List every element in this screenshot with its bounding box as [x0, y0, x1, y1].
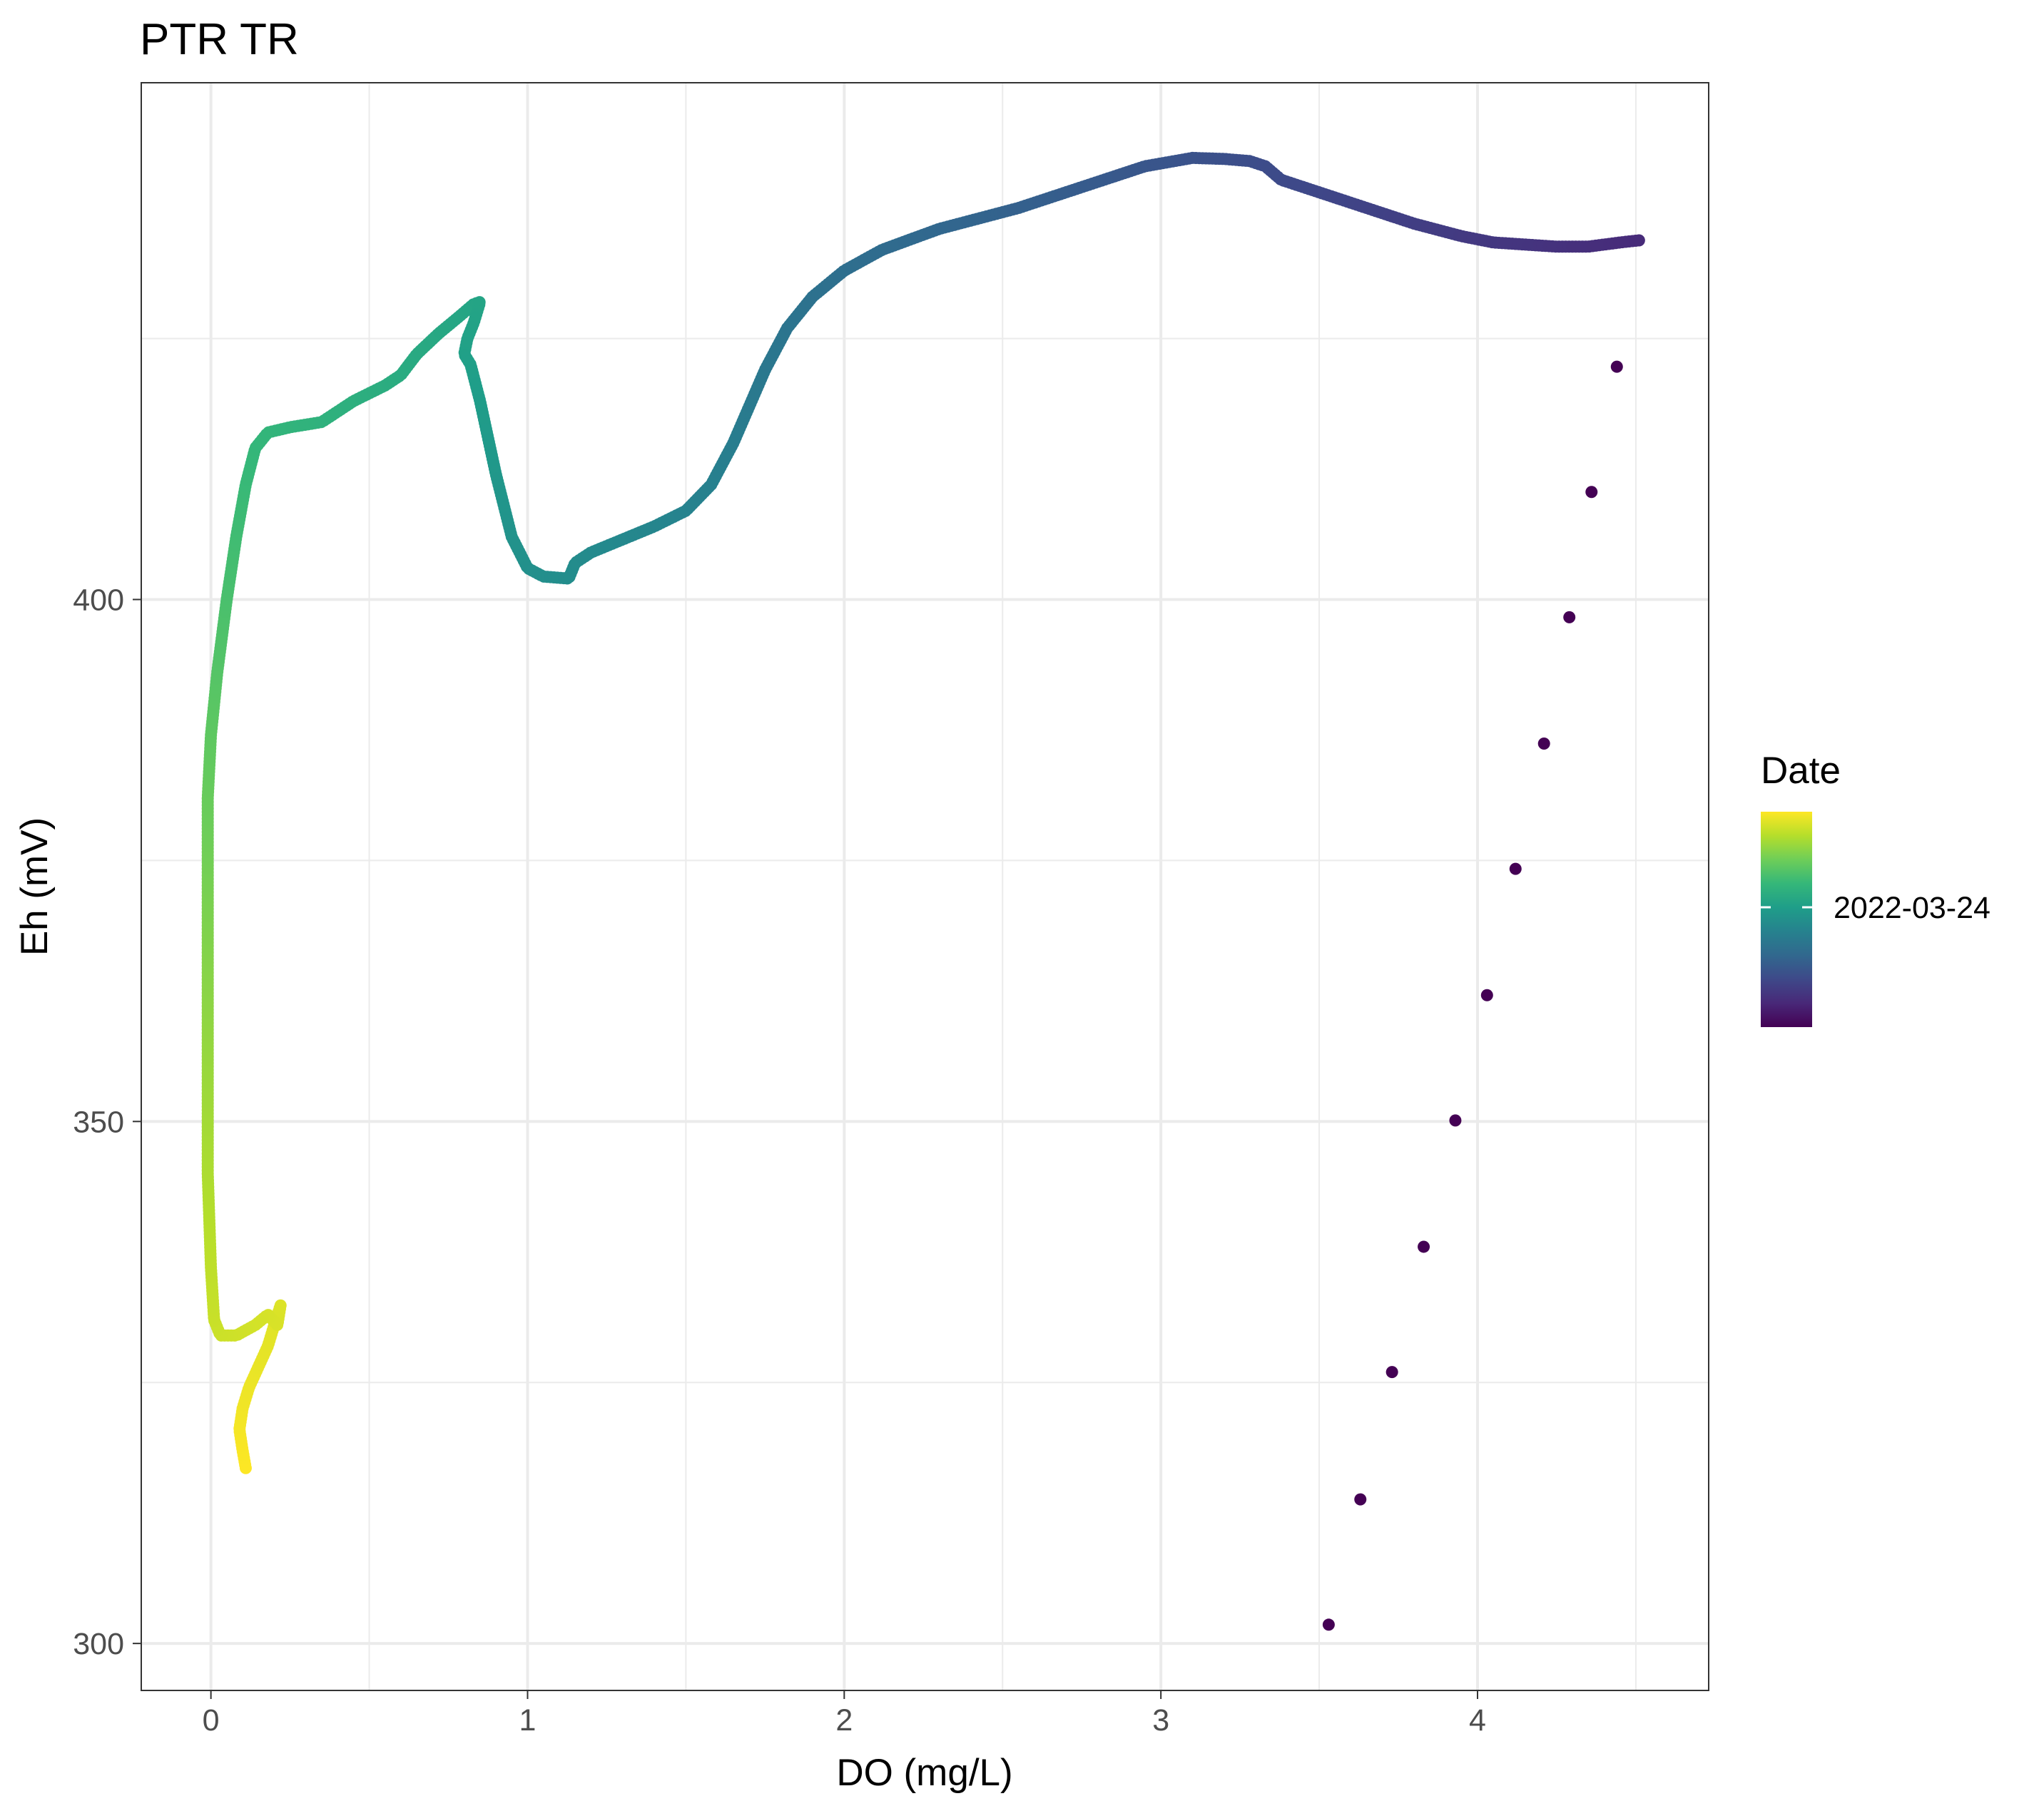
chart-title: PTR TR [140, 15, 299, 64]
data-point [1480, 989, 1493, 1001]
legend-label: 2022-03-24 [1834, 891, 1990, 925]
data-point [1449, 1114, 1462, 1127]
tick-layer: 0 1 2 3 4 300 350 400 [73, 583, 1486, 1738]
data-point [1385, 1366, 1398, 1379]
data-point [1585, 486, 1598, 499]
data-point [1354, 1493, 1367, 1506]
y-tick-label: 350 [73, 1105, 124, 1139]
data-point [1322, 1618, 1335, 1631]
data-point [1418, 1240, 1430, 1253]
x-tick-label: 0 [203, 1703, 220, 1738]
data-point [1563, 611, 1576, 623]
x-tick-label: 3 [1152, 1703, 1169, 1738]
x-axis-title: DO (mg/L) [836, 1752, 1012, 1794]
y-tick-label: 400 [73, 583, 124, 618]
data-point [1509, 862, 1522, 875]
legend-title: Date [1761, 750, 1841, 792]
x-tick-label: 4 [1469, 1703, 1486, 1738]
data-point [1610, 360, 1623, 373]
legend-colorbar [1761, 812, 1812, 1027]
x-tick-label: 2 [835, 1703, 853, 1738]
data-point [1632, 234, 1645, 247]
x-tick-label: 1 [519, 1703, 537, 1738]
grid-layer [141, 83, 1709, 1690]
legend: Date 2022-03-24 [1761, 750, 1990, 1027]
y-tick-label: 300 [73, 1627, 124, 1661]
panel-border [141, 82, 1709, 1691]
y-axis-title: Eh (mV) [14, 817, 56, 956]
data-point [1537, 737, 1550, 750]
points-layer [201, 151, 1645, 1631]
